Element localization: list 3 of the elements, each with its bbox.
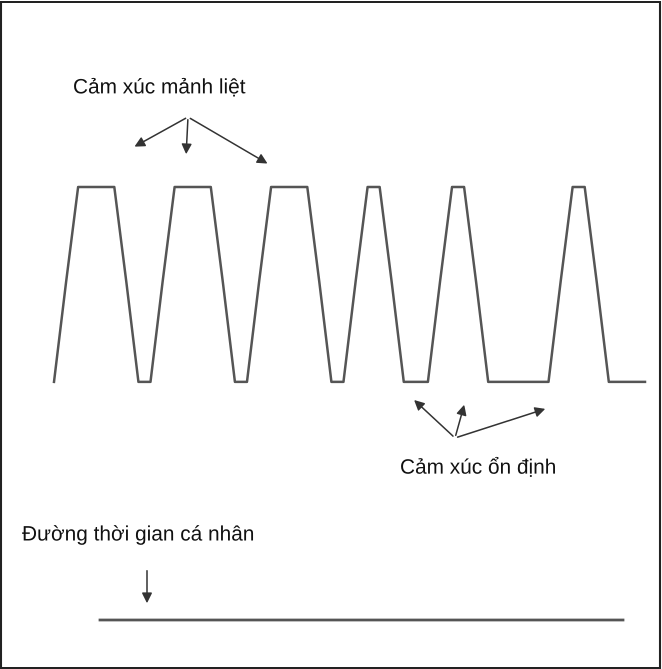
annotation: Đường thời gian cá nhân xyxy=(22,525,254,545)
text: Cảm xúc mảnh liệt xyxy=(74,78,246,97)
annotation: Cảm xúc ổn định xyxy=(401,456,555,477)
